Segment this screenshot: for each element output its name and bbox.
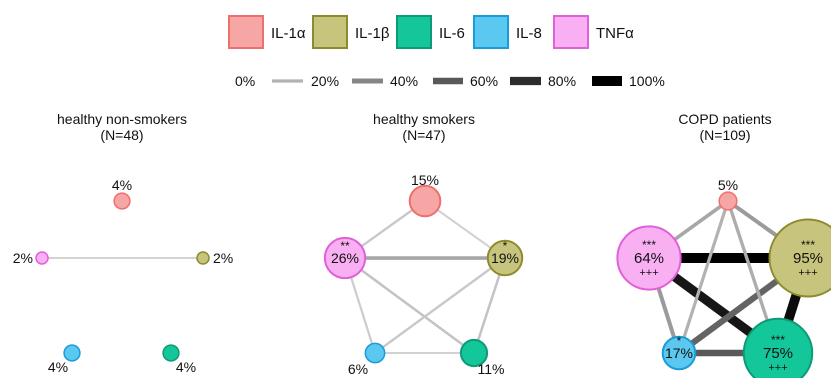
- legend-swatch-il6: [396, 15, 432, 49]
- legend-label-il6: IL-6: [439, 25, 465, 42]
- node-il1a: [718, 191, 738, 211]
- node-il1b: [768, 218, 831, 298]
- legend-item-tnfa: TNFα: [553, 15, 634, 49]
- node-label-il8: 4%: [48, 359, 68, 375]
- node-il1a: [408, 184, 442, 218]
- edge-scale-label-80: 80%: [548, 73, 576, 89]
- legend-swatch-il1b: [312, 15, 348, 49]
- node-label-il1b: 95%: [793, 250, 823, 267]
- panel-title-healthy-smokers: healthy smokers: [373, 111, 475, 127]
- network-healthy-smokers: 15% 19%* 11% 6% 26%**: [323, 172, 524, 377]
- legend-label-il1b: IL-1β: [355, 25, 390, 42]
- panel-titles: healthy non-smokers (N=48) healthy smoke…: [57, 111, 772, 143]
- legend-item-il1b: IL-1β: [312, 15, 390, 49]
- edge-scale-label-0: 0%: [235, 73, 255, 89]
- node-il1a: [113, 192, 131, 210]
- edge-scale-label-60: 60%: [470, 73, 498, 89]
- edge-il1b-il8: [374, 257, 506, 354]
- legend-item-il8: IL-8: [473, 15, 542, 49]
- node-label-il6: 11%: [478, 361, 505, 377]
- node-sig-plus-il1b: +++: [798, 267, 817, 279]
- node-label-il1a: 4%: [112, 177, 132, 193]
- edge-scale-legend: 0% 20% 40% 60% 80% 100%: [235, 73, 665, 89]
- network-copd-patients: 5%95%***+++75%***+++17%*64%***+++: [616, 177, 831, 378]
- node-il1b: [486, 239, 524, 277]
- edge-il1a-il8: [677, 200, 730, 354]
- panel-title-healthy-non-smokers: healthy non-smokers: [57, 111, 187, 127]
- node-il8: [661, 335, 697, 371]
- node-il1b: [196, 251, 210, 265]
- node-sig-il6: ***: [771, 333, 785, 347]
- node-label-il6: 4%: [176, 359, 196, 375]
- node-sig-plus-il6: +++: [768, 362, 787, 374]
- edge-scale-label-40: 40%: [390, 73, 418, 89]
- legend-label-il8: IL-8: [516, 25, 542, 42]
- network-healthy-non-smokers: 4% 2% 4% 4% 2%: [13, 177, 233, 375]
- node-il6: [162, 344, 180, 362]
- node-sig-il8: *: [677, 334, 682, 348]
- node-il8: [364, 342, 386, 364]
- node-label-il6: 75%: [763, 345, 793, 362]
- node-sig-tnfa: ***: [642, 238, 656, 252]
- node-sig-il1b: *: [503, 239, 508, 253]
- node-sig-tnfa: **: [340, 239, 350, 253]
- cytokine-legend: IL-1α IL-1β IL-6 IL-8 TNFα: [228, 15, 634, 49]
- node-tnfa: [616, 225, 682, 291]
- node-sig-plus-tnfa: +++: [639, 267, 658, 279]
- node-tnfa: [35, 251, 49, 265]
- panel-subtitle-healthy-non-smokers: (N=48): [100, 127, 143, 143]
- legend-swatch-tnfa: [553, 15, 589, 49]
- node-label-il8: 17%: [665, 345, 693, 361]
- node-label-il8: 6%: [348, 361, 368, 377]
- node-label-il1b: 19%: [491, 250, 519, 266]
- legend-item-il6: IL-6: [396, 15, 465, 49]
- panel-title-copd-patients: COPD patients: [678, 111, 771, 127]
- legend-item-il1a: IL-1α: [228, 15, 306, 49]
- node-il8: [63, 344, 81, 362]
- node-sig-il1b: ***: [801, 238, 815, 252]
- edge-scale-label-20: 20%: [311, 73, 339, 89]
- legend-label-il1a: IL-1α: [271, 25, 306, 42]
- legend-swatch-il8: [473, 15, 509, 49]
- network-panels: 4%2%4%4%2%15%19%*11%6%26%**5%95%***+++75…: [13, 172, 831, 378]
- node-label-tnfa: 64%: [634, 250, 664, 267]
- node-il6: [459, 338, 489, 368]
- legend-label-tnfa: TNFα: [596, 25, 634, 42]
- edge-tnfa-il6: [344, 256, 475, 355]
- node-tnfa: [323, 236, 367, 280]
- node-label-il1b: 2%: [213, 250, 233, 266]
- panel-subtitle-healthy-smokers: (N=47): [402, 127, 445, 143]
- node-label-il1a: 5%: [718, 177, 738, 193]
- node-label-il1a: 15%: [411, 172, 439, 188]
- node-il6: [742, 317, 814, 378]
- panel-subtitle-copd-patients: (N=109): [700, 127, 751, 143]
- node-label-tnfa: 2%: [13, 250, 33, 266]
- edge-scale-label-100: 100%: [629, 73, 665, 89]
- node-label-tnfa: 26%: [331, 250, 359, 266]
- legend-swatch-il1a: [228, 15, 264, 49]
